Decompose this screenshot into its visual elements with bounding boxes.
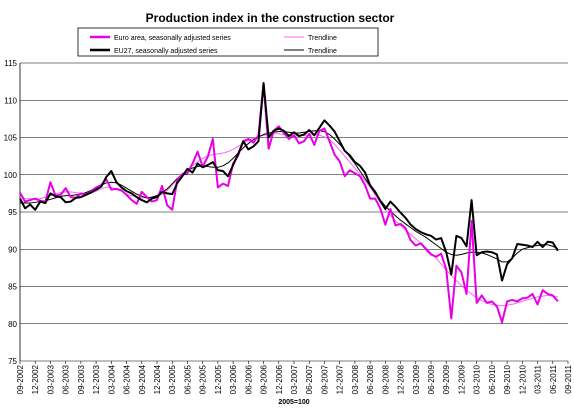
series-layer [19, 82, 559, 324]
legend-box [77, 27, 379, 57]
x-tick-label: 06-2006 [244, 364, 253, 394]
legend-label-euro-area: Euro area, seasonally adjusted series [114, 35, 231, 42]
y-tick-label: 75 [8, 357, 17, 366]
x-tick-label: 09-2007 [320, 364, 329, 394]
y-axis: 75 80 85 90 95 100 105 110 115 [4, 59, 18, 366]
legend-label-eu27-trend: Trendline [308, 48, 337, 55]
x-tick-label: 12-2007 [336, 364, 345, 394]
x-tick-label: 12-2005 [214, 364, 223, 394]
x-tick-label: 06-2009 [427, 364, 436, 394]
x-tick-label: 03-2003 [46, 364, 55, 394]
x-tick-label: 03-2008 [351, 364, 360, 394]
x-tick-label: 06-2007 [305, 364, 314, 394]
series-line-3 [20, 130, 559, 263]
y-tick-label: 110 [4, 96, 17, 105]
series-line-0 [19, 82, 559, 324]
x-tick-label: 12-2006 [275, 364, 284, 394]
legend: Euro area, seasonally adjusted series Tr… [77, 27, 379, 57]
x-tick-label: 09-2008 [381, 364, 390, 394]
y-tick-label: 90 [8, 245, 17, 254]
y-tick-label: 80 [8, 320, 17, 329]
x-tick-label: 12-2008 [397, 364, 406, 394]
x-tick-label: 03-2006 [229, 364, 238, 394]
x-tick-label: 03-2007 [290, 364, 299, 394]
series-line-2 [19, 82, 559, 282]
y-tick-label: 95 [8, 208, 17, 217]
x-tick-label: 09-2011 [564, 364, 573, 393]
y-tick-label: 115 [4, 59, 17, 68]
x-tick-label: 09-2004 [138, 364, 147, 394]
x-tick-label: 12-2010 [518, 364, 527, 394]
y-tick-label: 105 [4, 134, 18, 143]
x-tick-label: 03-2009 [412, 364, 421, 394]
y-tick-label: 100 [4, 171, 18, 180]
x-tick-label: 06-2008 [366, 364, 375, 394]
chart-title: Production index in the construction sec… [146, 11, 395, 25]
legend-label-eu27: EU27, seasonally adjusted series [114, 48, 218, 55]
x-tick-label: 12-2009 [457, 364, 466, 394]
x-tick-label: 09-2005 [199, 364, 208, 394]
x-tick-label: 09-2010 [503, 364, 512, 394]
x-tick-label: 06-2010 [488, 364, 497, 394]
x-tick-label: 03-2005 [168, 364, 177, 394]
series-line-1 [19, 133, 558, 307]
x-axis: 09-2002 12-2002 03-2003 06-2003 09-2003 12-20… [16, 361, 573, 394]
x-tick-label: 03-2010 [473, 364, 482, 394]
x-tick-label: 09-2006 [260, 364, 269, 394]
gridlines [19, 62, 568, 362]
x-tick-label: 12-2002 [31, 364, 40, 394]
y-tick-label: 85 [8, 283, 17, 292]
x-tick-label: 06-2003 [62, 364, 71, 394]
x-tick-label: 09-2009 [442, 364, 451, 394]
legend-label-euro-trend: Trendline [308, 35, 337, 42]
x-tick-label: 06-2004 [123, 364, 132, 394]
x-tick-label: 03-2011 [534, 364, 543, 393]
x-tick-label: 03-2004 [107, 364, 116, 394]
x-tick-label: 12-2003 [92, 364, 101, 394]
x-tick-label: 12-2004 [153, 364, 162, 394]
x-tick-label: 09-2003 [77, 364, 86, 394]
x-tick-label: 09-2002 [16, 364, 25, 394]
x-axis-label: 2005=100 [278, 399, 309, 406]
x-tick-label: 06-2005 [183, 364, 192, 394]
x-tick-label: 06-2011 [549, 364, 558, 393]
